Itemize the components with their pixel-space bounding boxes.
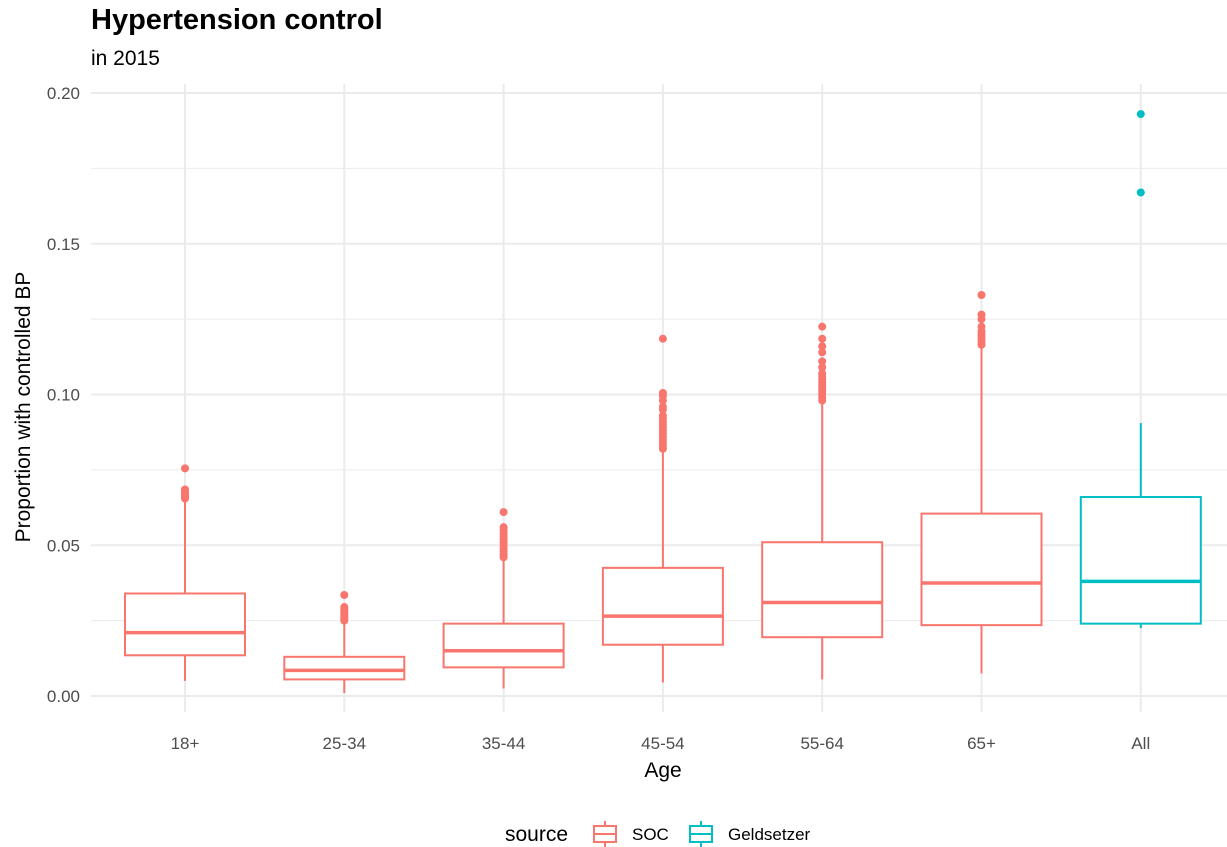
outlier-point — [499, 523, 508, 532]
box-body — [283, 655, 406, 681]
outlier-point — [658, 388, 667, 397]
outlier-point — [818, 369, 827, 378]
box-35-44 — [442, 508, 565, 689]
y-tick-label: 0.05 — [47, 536, 80, 555]
box-18+ — [124, 464, 246, 681]
boxes-layer — [124, 110, 1202, 693]
y-tick-label: 0.20 — [47, 84, 80, 103]
outlier-point — [977, 322, 986, 331]
box-body — [1079, 496, 1202, 625]
chart-subtitle: in 2015 — [91, 47, 160, 70]
x-tick-label: 55-64 — [800, 734, 843, 753]
box-All — [1079, 110, 1202, 629]
y-tick-label: 0.10 — [47, 386, 80, 405]
box-body — [761, 541, 884, 639]
y-tick-label: 0.15 — [47, 235, 80, 254]
outlier-point — [340, 603, 349, 612]
box-25-34 — [283, 590, 406, 693]
outlier-point — [818, 363, 827, 372]
outlier-point — [818, 357, 827, 366]
outlier-point — [658, 334, 667, 343]
x-tick-label: 65+ — [967, 734, 996, 753]
outlier-point — [340, 590, 349, 599]
legend-label: Geldsetzer — [728, 825, 811, 844]
x-tick-label: 25-34 — [323, 734, 366, 753]
box-65+ — [920, 291, 1043, 674]
box-45-54 — [601, 334, 724, 683]
legend-title: source — [505, 823, 568, 846]
box-body — [920, 512, 1043, 627]
outlier-point — [181, 464, 189, 473]
outlier-point — [658, 402, 667, 411]
box-55-64 — [761, 322, 884, 680]
outlier-point — [977, 291, 986, 300]
y-axis-label: Proportion with controlled BP — [12, 272, 35, 543]
x-axis-ticks: 18+ 25-34 35-44 45-54 55-64 65+ All — [171, 734, 1151, 753]
outlier-point — [499, 508, 508, 517]
y-tick-label: 0.00 — [47, 687, 80, 706]
y-axis-ticks: 0.00 0.05 0.10 0.15 0.20 — [47, 84, 80, 706]
outlier-point — [818, 334, 827, 343]
outlier-point — [1136, 110, 1145, 119]
chart-title: Hypertension control — [91, 4, 383, 36]
outlier-point — [818, 348, 827, 357]
outlier-point — [977, 310, 986, 319]
box-body — [124, 592, 246, 657]
legend-key-SOC — [593, 821, 617, 847]
legend-key-Geldsetzer — [689, 821, 713, 847]
legend: source SOC Geldsetzer — [505, 821, 811, 847]
box-body — [601, 566, 724, 646]
legend-label: SOC — [632, 825, 669, 844]
x-tick-label: 35-44 — [482, 734, 525, 753]
outlier-point — [818, 342, 827, 351]
outlier-point — [181, 485, 189, 494]
x-tick-label: 45-54 — [641, 734, 684, 753]
x-axis-label: Age — [644, 759, 681, 782]
outlier-point — [658, 411, 667, 420]
x-tick-label: All — [1131, 734, 1150, 753]
box-body — [442, 622, 565, 669]
outlier-point — [818, 322, 827, 331]
outlier-point — [1136, 188, 1145, 197]
x-tick-label: 18+ — [171, 734, 200, 753]
